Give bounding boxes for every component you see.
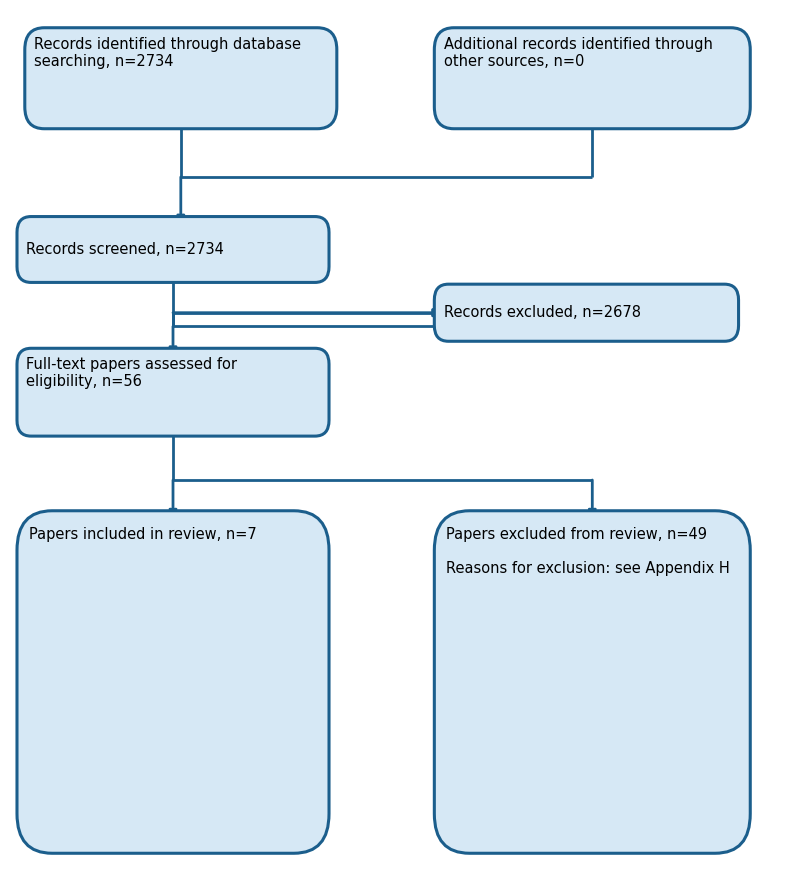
FancyBboxPatch shape <box>17 217 329 283</box>
FancyBboxPatch shape <box>17 511 329 854</box>
FancyBboxPatch shape <box>434 27 750 129</box>
Text: Records screened, n=2734: Records screened, n=2734 <box>26 242 224 257</box>
Text: Additional records identified through
other sources, n=0: Additional records identified through ot… <box>444 36 713 69</box>
FancyBboxPatch shape <box>17 348 329 436</box>
Text: Full-text papers assessed for
eligibility, n=56: Full-text papers assessed for eligibilit… <box>26 357 238 389</box>
FancyBboxPatch shape <box>25 27 337 129</box>
FancyBboxPatch shape <box>434 285 738 341</box>
Text: Papers included in review, n=7: Papers included in review, n=7 <box>29 527 257 542</box>
FancyBboxPatch shape <box>434 511 750 854</box>
Text: Papers excluded from review, n=49

Reasons for exclusion: see Appendix H: Papers excluded from review, n=49 Reason… <box>446 527 730 576</box>
Text: Records identified through database
searching, n=2734: Records identified through database sear… <box>34 36 301 69</box>
Text: Records excluded, n=2678: Records excluded, n=2678 <box>444 305 641 320</box>
